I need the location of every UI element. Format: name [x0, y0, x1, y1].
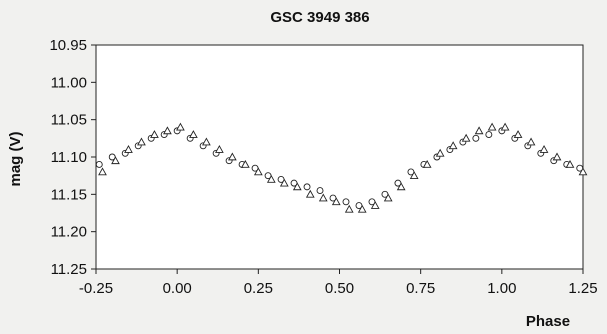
y-tick-label: 11.25 — [51, 261, 87, 278]
data-point-triangle — [396, 182, 406, 191]
data-point-triangle — [370, 201, 380, 209]
x-tick-label: 1.00 — [487, 280, 516, 297]
x-tick-label: 1.25 — [568, 280, 597, 297]
data-point-triangle — [578, 167, 588, 176]
data-point-triangle — [150, 130, 159, 138]
x-tick-label: -0.25 — [79, 280, 113, 297]
data-point-circle — [95, 161, 103, 168]
data-point-triangle — [266, 174, 276, 183]
data-point-triangle — [565, 159, 575, 168]
data-point-triangle — [189, 130, 198, 138]
data-point-circle — [303, 183, 311, 191]
data-point-triangle — [331, 197, 341, 206]
data-points — [95, 122, 588, 213]
data-point-triangle — [448, 141, 458, 150]
data-point-triangle — [422, 159, 432, 168]
x-axis-title: Phase — [526, 313, 570, 330]
data-point-triangle — [176, 122, 185, 131]
data-point-triangle — [513, 130, 523, 138]
x-tick-label: 0.75 — [406, 280, 435, 297]
data-point-triangle — [215, 145, 224, 153]
data-point-triangle — [137, 137, 146, 146]
chart-title: GSC 3949 386 — [270, 9, 369, 26]
data-point-triangle — [409, 171, 419, 179]
y-axis-title: mag (V) — [7, 131, 24, 186]
data-point-triangle — [383, 193, 393, 202]
x-axis: -0.25 0.00 0.25 0.50 0.75 1.00 1.25 — [79, 269, 598, 297]
data-point-triangle — [500, 122, 510, 131]
data-point-triangle — [292, 182, 302, 191]
data-point-circle — [342, 198, 350, 206]
y-tick-label: 10.95 — [49, 37, 87, 54]
plot-area — [95, 44, 584, 270]
data-point-circle — [485, 131, 493, 139]
data-point-triangle — [435, 148, 445, 157]
data-point-triangle — [487, 122, 497, 131]
data-point-triangle — [124, 145, 133, 153]
data-point-triangle — [279, 178, 289, 187]
data-point-triangle — [357, 204, 367, 213]
data-point-triangle — [461, 133, 471, 142]
data-point-triangle — [227, 152, 237, 161]
x-tick-label: 0.25 — [244, 280, 273, 297]
y-tick-label: 11.15 — [51, 186, 87, 203]
data-point-triangle — [539, 145, 549, 153]
data-point-circle — [472, 134, 480, 142]
data-point-triangle — [98, 167, 107, 176]
data-point-triangle — [111, 156, 120, 165]
y-tick-label: 11.00 — [51, 74, 87, 91]
data-point-triangle — [305, 189, 315, 198]
y-tick-label: 11.20 — [51, 224, 87, 241]
y-axis: 10.95 11.00 11.05 11.10 11.15 11.20 11.25 — [49, 37, 96, 278]
x-tick-label: 0.50 — [325, 280, 354, 297]
y-tick-label: 11.10 — [51, 149, 87, 166]
data-point-triangle — [344, 204, 354, 213]
x-tick-label: 0.00 — [163, 280, 192, 297]
data-point-triangle — [474, 126, 484, 135]
y-tick-label: 11.05 — [51, 112, 87, 129]
data-point-triangle — [318, 193, 328, 202]
data-point-triangle — [240, 159, 250, 168]
data-point-triangle — [202, 137, 211, 146]
data-point-triangle — [526, 137, 536, 146]
data-point-triangle — [552, 152, 562, 161]
data-point-triangle — [163, 126, 172, 135]
data-point-triangle — [253, 167, 263, 176]
data-point-circle — [316, 187, 324, 195]
